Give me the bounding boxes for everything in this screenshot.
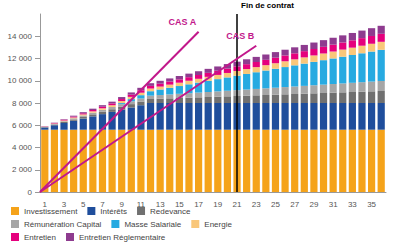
svg-text:11: 11 [136, 199, 146, 209]
svg-text:4 000: 4 000 [12, 143, 33, 152]
svg-text:14 000: 14 000 [8, 32, 33, 41]
svg-text:19: 19 [213, 200, 222, 209]
svg-text:23: 23 [252, 200, 261, 209]
svg-text:29: 29 [309, 200, 318, 209]
svg-text:33: 33 [348, 200, 357, 209]
svg-text:12 000: 12 000 [8, 54, 33, 63]
svg-text:3: 3 [61, 199, 67, 209]
svg-text:35: 35 [367, 200, 376, 209]
svg-text:Entretien Réglementaire: Entretien Réglementaire [79, 233, 166, 242]
svg-text:Redevance: Redevance [150, 207, 191, 216]
svg-text:31: 31 [329, 200, 338, 209]
svg-text:21: 21 [233, 200, 242, 209]
svg-text:9: 9 [119, 199, 124, 209]
svg-text:5: 5 [81, 200, 86, 209]
svg-text:6 000: 6 000 [12, 121, 33, 130]
svg-text:Fin de contrat: Fin de contrat [241, 1, 294, 10]
svg-text:Investissement: Investissement [24, 207, 78, 216]
svg-text:Intérêts: Intérêts [100, 207, 127, 216]
svg-text:Energie: Energie [204, 220, 232, 229]
svg-text:1: 1 [42, 199, 47, 209]
svg-text:Masse Salariale: Masse Salariale [124, 220, 181, 229]
svg-text:10 000: 10 000 [8, 76, 33, 85]
svg-text:7: 7 [100, 199, 105, 209]
svg-text:Rémunération Capital: Rémunération Capital [24, 220, 102, 229]
svg-text:13: 13 [155, 199, 165, 209]
svg-text:CAS A: CAS A [169, 17, 197, 27]
svg-text:2 000: 2 000 [12, 165, 33, 174]
svg-text:17: 17 [194, 200, 203, 209]
svg-text:25: 25 [271, 200, 280, 209]
svg-text:CAS B: CAS B [226, 31, 255, 41]
svg-text:27: 27 [290, 200, 299, 209]
svg-text:Entretien: Entretien [24, 233, 56, 242]
svg-text:15: 15 [174, 199, 184, 209]
svg-text:8 000: 8 000 [12, 99, 33, 108]
svg-text:0: 0 [28, 188, 33, 197]
